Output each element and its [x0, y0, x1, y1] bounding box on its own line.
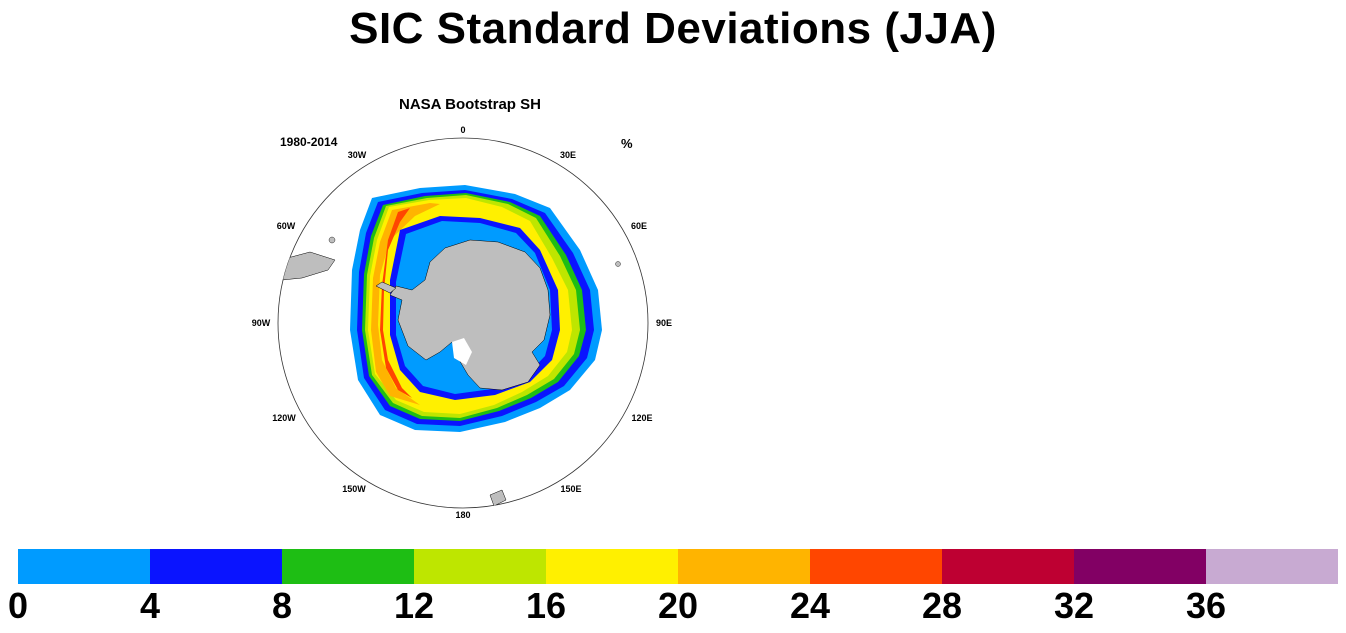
- colorbar-tick-label: 0: [7, 585, 29, 626]
- colorbar-segment: [282, 549, 414, 584]
- colorbar-segment: [150, 549, 282, 584]
- colorbar-tick-label: 20: [657, 585, 699, 626]
- new-zealand-land: [489, 489, 507, 507]
- lon-label-60W: 60W: [276, 221, 296, 231]
- lon-label-30W: 30W: [347, 150, 367, 160]
- lon-label-90E: 90E: [655, 318, 673, 328]
- colorbar-tick-label: 8: [271, 585, 293, 626]
- colorbar-segment: [414, 549, 546, 584]
- colorbar-segment: [678, 549, 810, 584]
- colorbar-segment: [1206, 549, 1338, 584]
- colorbar-tick-label: 12: [393, 585, 435, 626]
- lon-label-30E: 30E: [559, 150, 577, 160]
- sea-ice-std-field: [279, 185, 621, 507]
- ice-shelf: [452, 338, 472, 365]
- colorbar-tick-label: 4: [139, 585, 161, 626]
- lon-label-180: 180: [455, 510, 471, 520]
- colorbar-tick-label: 24: [789, 585, 831, 626]
- units-label: %: [621, 136, 633, 151]
- colorbar-tick-label: 28: [921, 585, 963, 626]
- colorbar-tick-label: 32: [1053, 585, 1095, 626]
- colorbar-tick-label: 16: [525, 585, 567, 626]
- map-panel: NASA Bootstrap SH 1980-2014 %: [240, 90, 700, 530]
- lon-label-0: 0: [460, 125, 466, 135]
- lon-label-60E: 60E: [630, 221, 648, 231]
- colorbar-segment: [942, 549, 1074, 584]
- colorbar-segment: [18, 549, 150, 584]
- island: [615, 261, 621, 267]
- colorbar-ticks: 0 4 8 12 16 20 24 28 32 36: [0, 585, 1346, 630]
- antarctic-peninsula: [375, 281, 397, 294]
- colorbar-segment: [810, 549, 942, 584]
- polar-stereographic-map: [277, 137, 649, 509]
- colorbar-segment: [546, 549, 678, 584]
- lon-label-150E: 150E: [560, 484, 582, 494]
- panel-title: NASA Bootstrap SH: [399, 96, 541, 113]
- figure-title: SIC Standard Deviations (JJA): [349, 4, 997, 53]
- lon-label-90W: 90W: [251, 318, 271, 328]
- colorbar-segment: [1074, 549, 1206, 584]
- period-label: 1980-2014: [280, 135, 338, 149]
- lon-label-120W: 120W: [272, 413, 296, 423]
- island: [328, 236, 336, 244]
- colorbar-tick-label: 36: [1185, 585, 1227, 626]
- lon-label-150W: 150W: [342, 484, 366, 494]
- lon-label-120E: 120E: [631, 413, 653, 423]
- colorbar: [18, 549, 1338, 584]
